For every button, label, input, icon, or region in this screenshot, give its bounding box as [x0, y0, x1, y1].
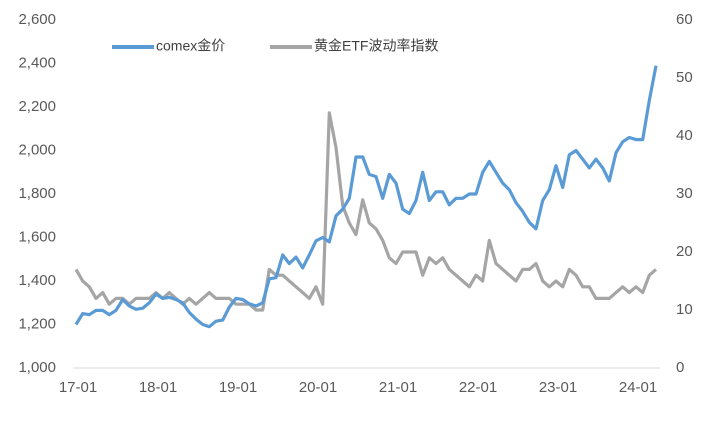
y2-tick-label: 10	[676, 301, 693, 318]
y-tick-label: 2,000	[18, 141, 56, 158]
x-tick-label: 18-01	[139, 379, 177, 396]
y2-tick-label: 60	[676, 11, 693, 28]
series-line	[74, 111, 658, 312]
y-tick-label: 1,200	[18, 315, 56, 332]
legend-label: comex金价	[156, 38, 225, 54]
y-tick-label: 1,600	[18, 228, 56, 245]
y-tick-label: 2,200	[18, 98, 56, 115]
y-tick-label: 1,800	[18, 185, 56, 202]
legend-label: 黄金ETF波动率指数	[314, 38, 438, 54]
y2-tick-label: 50	[676, 69, 693, 86]
series-line	[74, 65, 658, 329]
y2-tick-label: 40	[676, 127, 693, 144]
y-tick-label: 2,400	[18, 54, 56, 71]
x-tick-label: 22-01	[459, 379, 497, 396]
y-tick-label: 1,400	[18, 272, 56, 289]
x-tick-label: 24-01	[619, 379, 657, 396]
y2-tick-label: 30	[676, 185, 693, 202]
y-tick-label: 1,000	[18, 359, 56, 376]
y2-tick-label: 0	[676, 359, 684, 376]
x-tick-label: 20-01	[299, 379, 337, 396]
y-tick-label: 2,600	[18, 11, 56, 28]
x-tick-label: 17-01	[59, 379, 97, 396]
x-tick-label: 19-01	[219, 379, 257, 396]
x-tick-label: 23-01	[539, 379, 577, 396]
x-tick-label: 21-01	[379, 379, 417, 396]
y2-tick-label: 20	[676, 243, 693, 260]
